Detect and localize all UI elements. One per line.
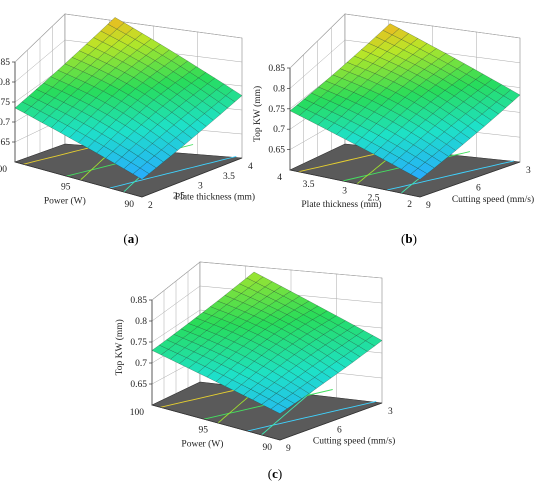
panel-label: (c) [268, 466, 282, 481]
right-axis-tick-label: 2.5 [173, 191, 185, 201]
z-tick-label: 0.8 [135, 317, 147, 327]
z-tick-label: 0.7 [0, 118, 10, 128]
contour-line [247, 400, 377, 432]
left-axis-line [14, 161, 143, 198]
z-axis: 0.65 0.7 0.75 0.8 0.85 Top KW (mm) [114, 296, 153, 405]
right-axis-label: Plate thickness (mm) [175, 192, 255, 203]
left-axis-label: Power (W) [44, 195, 86, 206]
left-axis-tick-label: 100 [130, 408, 145, 418]
contour-line [109, 155, 237, 189]
left-axis-line [151, 404, 281, 441]
z-tick-label: 0.85 [268, 64, 285, 74]
z-gridline [151, 261, 383, 301]
surface-cell [107, 17, 125, 30]
left-axis-tick-label: 2.5 [368, 193, 380, 203]
right-axis-tick-label: 2 [148, 201, 153, 211]
contour-line [386, 160, 515, 191]
surface-cell [382, 23, 400, 36]
z-gridline [14, 13, 243, 63]
left-axis: 2 2.5 3 3.5 4 Plate thickness (mm) [277, 169, 421, 210]
z-axis-label: Top KW (mm) [252, 86, 263, 142]
z-gridline [14, 39, 243, 83]
z-gridline [289, 39, 521, 89]
right-axis-tick-label: 6 [476, 184, 481, 194]
z-tick-label: 0.85 [130, 296, 147, 306]
right-axis-tick-label: 3 [526, 166, 531, 176]
z-tick-label: 0.75 [268, 105, 285, 115]
z-tick-label: 0.65 [130, 380, 147, 390]
z-tick-label: 0.65 [268, 146, 285, 156]
left-axis: 90 95 100 Power (W) [0, 161, 143, 210]
right-axis: 2 2.5 3 3.5 4 Plate thickness (mm) [141, 157, 255, 211]
surface-plot-2: 0.65 0.7 0.75 0.8 0.85 Top KW (mm) 2 2.5 3 3.5 4 Pl… [252, 13, 534, 246]
right-axis-tick-label: 3 [198, 182, 203, 192]
left-axis-tick-label: 90 [263, 443, 273, 453]
right-axis-tick-label: 6 [337, 426, 342, 436]
left-axis-tick-label: 2 [407, 200, 412, 210]
response-surface [151, 271, 383, 414]
surface-plot-3: 0.65 0.7 0.75 0.8 0.85 Top KW (mm) 90 95 100 Powe… [114, 261, 395, 481]
left-axis: 90 95 100 Power (W) [130, 404, 281, 453]
left-axis-tick-label: 90 [125, 200, 135, 210]
z-tick-label: 0.75 [130, 338, 147, 348]
z-gridline [289, 13, 521, 69]
left-axis-tick-label: 3 [342, 187, 347, 197]
right-axis-tick-label: 3.5 [223, 172, 235, 182]
right-axis-tick-label: 3 [388, 407, 393, 417]
response-surface [289, 23, 521, 180]
left-axis-tick-label: 3.5 [303, 180, 315, 190]
z-tick-label: 0.65 [0, 138, 10, 148]
z-tick-label: 0.7 [135, 359, 147, 369]
response-surface [14, 17, 243, 180]
right-axis-tick-label: 9 [426, 201, 431, 211]
right-axis-line [419, 161, 521, 198]
panel-label: (a) [123, 231, 138, 246]
right-axis-line [279, 402, 383, 441]
z-tick-label: 0.85 [0, 58, 10, 68]
left-axis-label: Power (W) [181, 438, 223, 449]
panel-label: (b) [401, 231, 417, 246]
left-axis-tick-label: 4 [277, 173, 282, 183]
right-axis-label: Cutting speed (mm/s) [313, 436, 395, 447]
right-axis-label: Cutting speed (mm/s) [452, 194, 534, 205]
right-axis: 9 6 3 Cutting speed (mm/s) [279, 402, 395, 454]
z-tick-label: 0.75 [0, 98, 10, 108]
right-axis-tick-label: 9 [286, 444, 291, 454]
left-axis-label: Plate thickness (mm) [301, 199, 381, 210]
left-axis-tick-label: 95 [199, 426, 209, 436]
z-tick-label: 0.8 [0, 78, 10, 88]
left-axis-tick-label: 100 [0, 165, 7, 175]
z-tick-label: 0.7 [273, 125, 285, 135]
z-tick-label: 0.8 [273, 84, 285, 94]
left-axis-tick-label: 95 [61, 183, 71, 193]
right-axis: 9 6 3 Cutting speed (mm/s) [419, 161, 534, 211]
surface-cell [246, 271, 264, 283]
right-axis-tick-label: 4 [248, 162, 253, 172]
z-gridline [151, 285, 383, 322]
right-axis-line [141, 157, 243, 198]
z-axis: 0.65 0.7 0.75 0.8 0.85 Top KW (mm) [252, 64, 291, 170]
contour-line [261, 385, 319, 436]
z-axis-label: Top KW (mm) [114, 319, 125, 375]
left-axis-line [289, 169, 421, 198]
